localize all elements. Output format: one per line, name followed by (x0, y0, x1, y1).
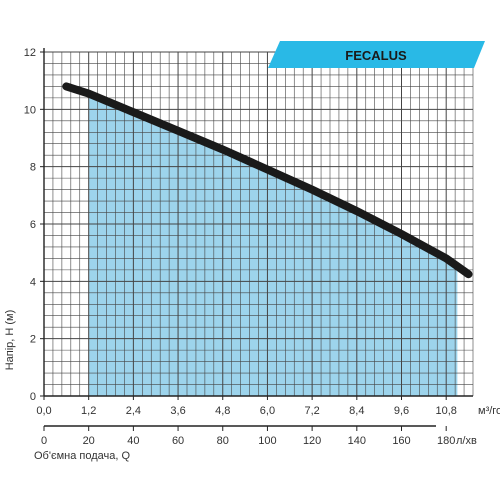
x-unit-m3h: м³/год (478, 405, 500, 417)
brand-banner: FECALUS (268, 41, 485, 68)
performance-curve (62, 82, 473, 279)
x-tick-label-m3h: 7,2 (304, 405, 319, 417)
x-tick-label-m3h: 8,4 (349, 405, 364, 417)
axes: 0 2 4 6 8 10 12 0,0 1,2 2,4 3,6 4,8 6,0 7,2 8,4 9,6 10,8… (24, 47, 500, 447)
y-tick-label: 2 (30, 334, 36, 346)
x-tick-label-m3h: 4,8 (215, 405, 230, 417)
x-tick-label-m3h: 9,6 (394, 405, 409, 417)
x-tick-label-m3h: 2,4 (126, 405, 141, 417)
x-tick-label-lmin: 80 (217, 435, 229, 447)
x-tick-label-lmin: 120 (303, 435, 321, 447)
brand-label: FECALUS (345, 48, 407, 63)
grid (43, 51, 474, 397)
y-tick-label: 8 (30, 162, 36, 174)
y-tick-label: 10 (24, 104, 36, 116)
x-tick-label-lmin: 40 (127, 435, 139, 447)
y-tick-label: 12 (24, 47, 36, 59)
x-tick-label-m3h: 10,8 (435, 405, 456, 417)
operating-area (88, 93, 458, 397)
x-tick-label-lmin: 60 (172, 435, 184, 447)
x-tick-label-m3h: 3,6 (170, 405, 185, 417)
curve-layer (62, 82, 473, 279)
x-tick-label-lmin: 140 (348, 435, 366, 447)
x-axis-label: Об'ємна подача, Q (34, 450, 130, 462)
x-tick-label-m3h: 0,0 (36, 405, 51, 417)
x-tick-label-lmin: 0 (41, 435, 47, 447)
x-tick-label-lmin: 160 (392, 435, 410, 447)
x-tick-label-lmin: 20 (83, 435, 95, 447)
operating-area-fill (88, 93, 458, 397)
x-unit-lmin: л/хв (456, 435, 477, 447)
x-tick-label-m3h: 1,2 (81, 405, 96, 417)
y-tick-label: 0 (30, 391, 36, 403)
x-tick-label-lmin: 100 (258, 435, 276, 447)
y-axis-label: Напір, Н (м) (4, 310, 16, 371)
x-tick-label-m3h: 6,0 (260, 405, 275, 417)
brand-banner-shape (268, 41, 485, 68)
y-tick-label: 6 (30, 219, 36, 231)
x-tick-label-lmin: 180 (437, 435, 455, 447)
y-tick-label: 4 (30, 276, 36, 288)
